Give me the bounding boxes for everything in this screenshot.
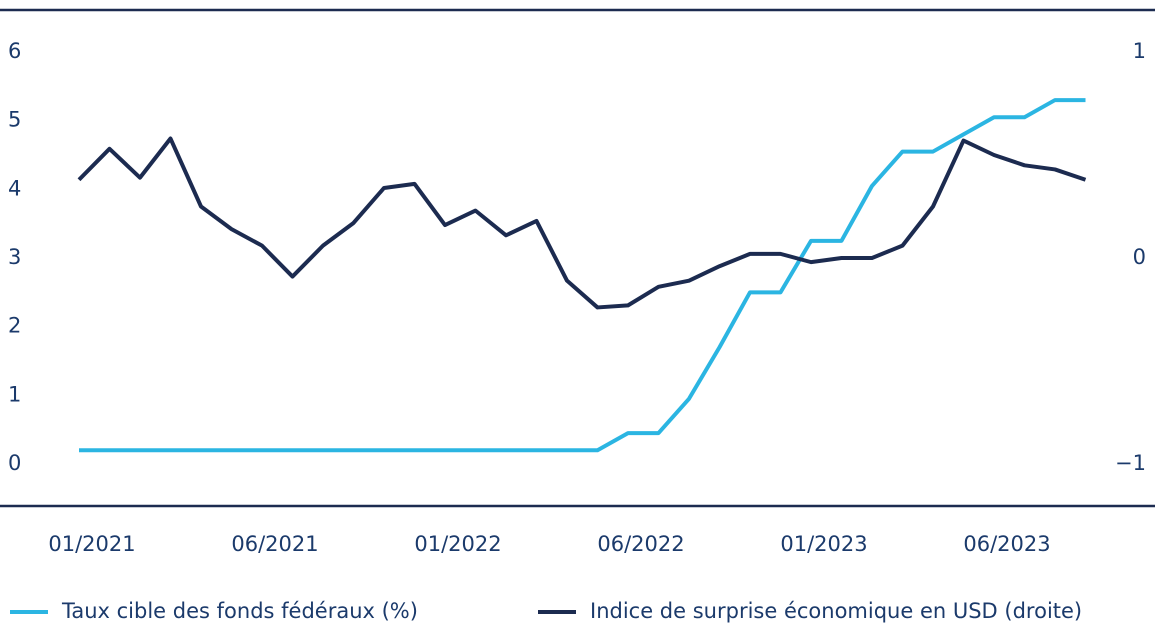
series-line bbox=[77, 136, 1087, 310]
y-tick-label: 5 bbox=[8, 108, 21, 132]
x-tick-label: 06/2023 bbox=[963, 532, 1050, 556]
y-tick-label: −1 bbox=[1115, 451, 1146, 475]
legend-label: Indice de surprise économique en USD (dr… bbox=[590, 599, 1082, 623]
legend-label: Taux cible des fonds fédéraux (%) bbox=[61, 599, 418, 623]
y-tick-label: 3 bbox=[8, 245, 21, 269]
x-tick-label: 01/2021 bbox=[48, 532, 135, 556]
y-tick-label: 4 bbox=[8, 176, 21, 200]
series-line bbox=[79, 98, 1086, 453]
y-tick-label: 6 bbox=[8, 39, 21, 63]
y-tick-label: 0 bbox=[8, 451, 21, 475]
y-tick-label: 1 bbox=[8, 382, 21, 406]
y-tick-label: 2 bbox=[8, 314, 21, 338]
y-tick-label: 0 bbox=[1133, 245, 1146, 269]
y-tick-label: 1 bbox=[1133, 39, 1146, 63]
x-tick-label: 01/2022 bbox=[414, 532, 501, 556]
x-tick-label: 01/2023 bbox=[780, 532, 867, 556]
x-tick-label: 06/2021 bbox=[231, 532, 318, 556]
x-tick-label: 06/2022 bbox=[597, 532, 684, 556]
